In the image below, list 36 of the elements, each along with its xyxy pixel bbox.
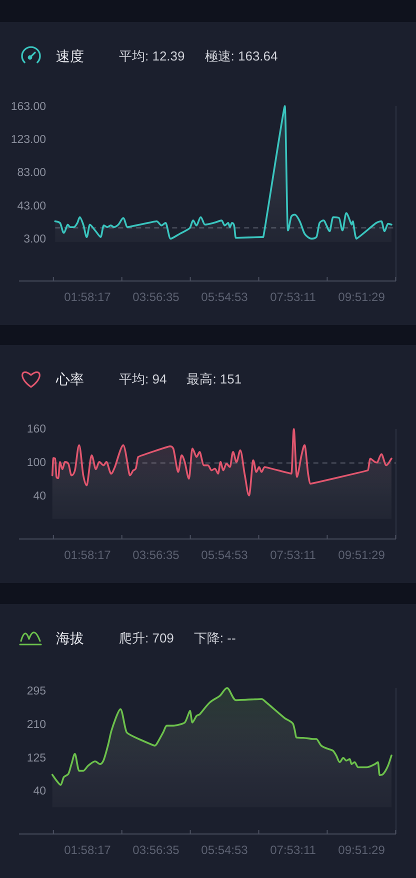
x-tick-label: 01:58:17 [64,843,112,857]
x-tick-label: 05:54:53 [201,290,248,304]
chart-title: 心率 [55,371,84,387]
text: 極速: 163.64 [204,48,278,64]
x-tick-label: 03:56:35 [132,290,180,304]
text: 平均: 94 [119,372,167,386]
x-tick-label: 01:58:17 [64,548,112,562]
text: 最高: 151 [186,372,242,386]
y-tick-label: 83.00 [17,167,46,180]
x-tick-label: 09:51:29 [338,843,386,857]
text: 下降: -- [194,630,236,646]
y-tick-label: 123.00 [10,134,46,146]
chart-title: 海拔 [56,630,84,646]
x-tick-label: 03:56:35 [132,843,180,857]
y-tick-label: 210 [26,718,46,731]
y-tick-label: 100 [26,457,46,470]
y-tick-label: 3.00 [24,234,46,246]
y-tick-label: 160 [26,424,46,436]
x-tick-label: 01:58:17 [64,290,112,304]
chart-title: 速度 [56,48,84,64]
y-tick-label: 295 [26,686,46,698]
y-tick-label: 43.00 [17,200,46,212]
text: 爬升: 709 [119,630,174,646]
y-tick-label: 163.00 [10,100,46,113]
x-tick-label: 09:51:29 [338,290,386,304]
x-tick-label: 07:53:11 [270,548,316,562]
y-tick-label: 40 [33,490,46,503]
y-tick-label: 40 [33,786,46,798]
x-tick-label: 07:53:11 [270,843,316,857]
x-tick-label: 05:54:53 [201,548,248,562]
x-tick-label: 03:56:35 [132,548,180,562]
text: 平均: 12.39 [119,48,185,64]
y-tick-label: 125 [26,752,46,764]
x-tick-label: 05:54:53 [201,843,248,857]
x-tick-label: 09:51:29 [338,548,386,562]
x-tick-label: 07:53:11 [270,290,316,304]
